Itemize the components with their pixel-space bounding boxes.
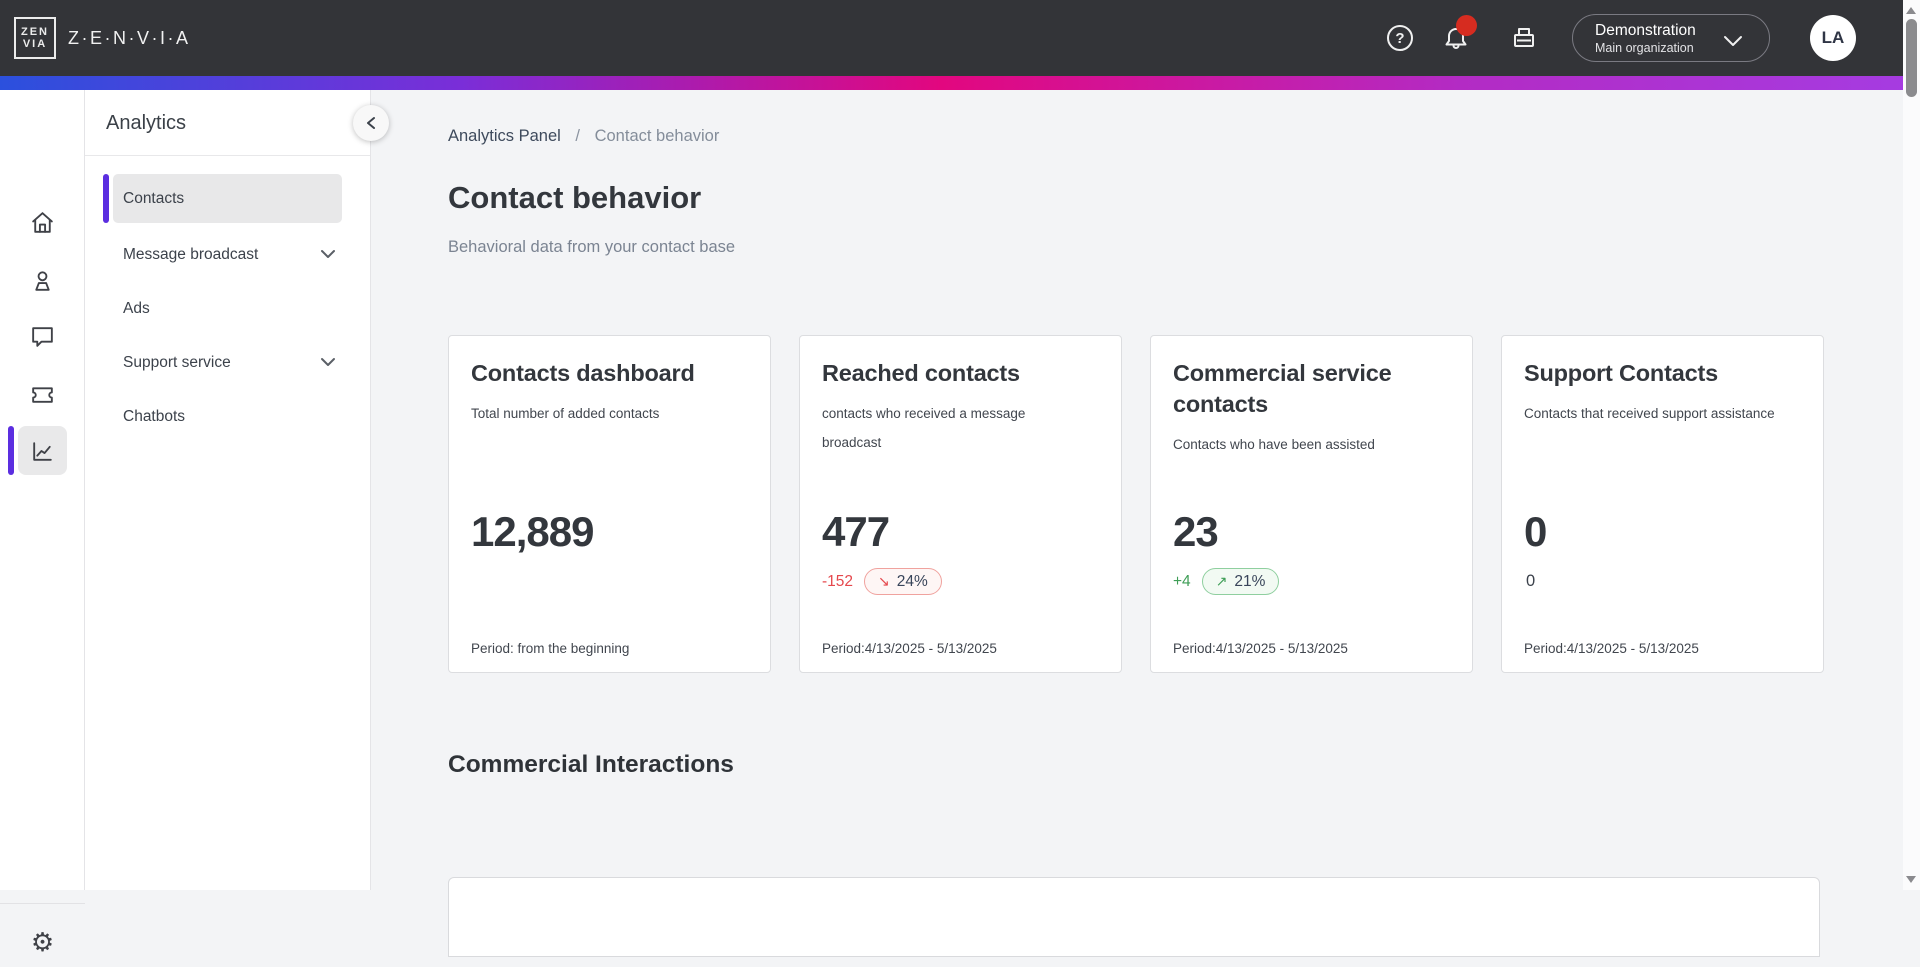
active-item-background: [113, 174, 342, 223]
stat-cards-row: Contacts dashboard Total number of added…: [448, 335, 1824, 673]
card-value: 477: [822, 508, 890, 555]
rail-item-contacts[interactable]: [0, 256, 85, 306]
page-title: Contact behavior: [448, 180, 702, 215]
sidebar-title: Analytics: [106, 112, 187, 134]
help-button[interactable]: ?: [1384, 22, 1416, 54]
sidebar-menu: Contacts Message broadcast Ads Support s…: [85, 174, 370, 444]
sidebar-item-label: Contacts: [123, 189, 185, 207]
chevron-left-icon: [367, 117, 375, 129]
ticket-icon: [32, 386, 53, 403]
print-button[interactable]: [1508, 22, 1540, 54]
sidebar-item-label: Chatbots: [123, 408, 186, 425]
home-icon: [32, 211, 53, 233]
card-period: Period:4/13/2025 - 5/13/2025: [1173, 641, 1348, 656]
card-commercial-service-contacts: Commercial service contacts Contacts who…: [1150, 335, 1473, 673]
rail-active-indicator: [8, 426, 14, 475]
sidebar-item-message-broadcast[interactable]: Message broadcast: [85, 228, 370, 282]
sidebar-item-support-service[interactable]: Support service: [85, 336, 370, 390]
card-period: Period: from the beginning: [471, 641, 630, 656]
trend-up-icon: ↗: [1215, 573, 1228, 589]
logo-bottom-text: VIA: [22, 38, 48, 50]
primary-icon-rail: ⚙: [0, 90, 85, 955]
card-subtitle: contacts who received a message broadcas…: [822, 406, 1026, 450]
chat-bubble-icon: [32, 326, 53, 347]
rail-item-analytics[interactable]: [0, 426, 85, 476]
sidebar-item-label: Ads: [123, 300, 150, 317]
chevron-down-icon: [1723, 34, 1743, 52]
section-title-commercial-interactions: Commercial Interactions: [448, 751, 734, 778]
scrollbar-thumb[interactable]: [1906, 19, 1917, 97]
card-period: Period:4/13/2025 - 5/13/2025: [1524, 641, 1699, 656]
sidebar-item-label: Message broadcast: [123, 246, 259, 263]
notification-dot: [1456, 15, 1477, 36]
main-content: Analytics Panel / Contact behavior Conta…: [372, 90, 1903, 957]
card-value: 12,889: [471, 508, 594, 555]
delta-value: +4: [1173, 572, 1191, 590]
active-item-indicator: [103, 174, 109, 223]
card-subtitle: Contacts that received support assistanc…: [1524, 406, 1775, 421]
breadcrumb: Analytics Panel / Contact behavior: [448, 127, 719, 146]
card-title: Support Contacts: [1524, 360, 1718, 386]
rail-item-tickets[interactable]: [0, 369, 85, 419]
rail-item-home[interactable]: [0, 197, 85, 247]
card-title: Contacts dashboard: [471, 360, 695, 386]
rail-item-conversations[interactable]: [0, 311, 85, 361]
organization-name: Demonstration: [1595, 21, 1696, 39]
trend-badge: ↘ 24%: [864, 568, 942, 595]
rail-divider: [0, 903, 85, 904]
organization-type: Main organization: [1595, 40, 1694, 55]
chevron-down-icon: [320, 246, 336, 264]
user-avatar[interactable]: LA: [1810, 15, 1856, 61]
analytics-sidebar: Analytics Contacts Message broadcast Ads…: [85, 90, 371, 890]
sidebar-collapse-button[interactable]: [353, 105, 389, 141]
card-reached-contacts: Reached contacts contacts who received a…: [799, 335, 1122, 673]
sidebar-item-chatbots[interactable]: Chatbots: [85, 390, 370, 444]
card-value: 23: [1173, 508, 1219, 555]
vertical-scrollbar[interactable]: [1903, 0, 1920, 890]
card-subtitle: Total number of added contacts: [471, 406, 660, 421]
card-value: 0: [1524, 508, 1547, 555]
help-icon: ?: [1387, 25, 1413, 51]
card-secondary-value: 0: [1526, 572, 1536, 590]
card-subtitle: Contacts who have been assisted: [1173, 437, 1375, 452]
trend-percent: 21%: [1234, 572, 1266, 590]
brand-gradient-bar: [0, 76, 1920, 90]
breadcrumb-analytics-panel[interactable]: Analytics Panel: [448, 127, 561, 145]
card-period: Period:4/13/2025 - 5/13/2025: [822, 641, 997, 656]
scrollbar-down-arrow[interactable]: [1905, 875, 1918, 885]
trend-down-icon: ↘: [878, 573, 890, 589]
logo-top-text: ZEN: [21, 26, 49, 38]
printer-icon: [1514, 28, 1534, 47]
delta-value: -152: [822, 572, 854, 590]
card-title: Commercial service contacts: [1173, 360, 1392, 417]
chevron-down-icon: [320, 354, 336, 372]
person-icon: [35, 270, 50, 291]
brand[interactable]: ZEN VIA Z·E·N·V·I·A: [14, 17, 190, 59]
card-support-contacts: Support Contacts Contacts that received …: [1501, 335, 1824, 673]
sidebar-divider: [85, 155, 370, 156]
breadcrumb-separator: /: [575, 127, 580, 145]
sidebar-item-ads[interactable]: Ads: [85, 282, 370, 336]
card-contacts-dashboard: Contacts dashboard Total number of added…: [448, 335, 771, 673]
commercial-interactions-panel: [448, 877, 1820, 957]
page-subtitle: Behavioral data from your contact base: [448, 238, 736, 256]
line-chart-icon: [33, 441, 52, 461]
settings-gear-icon: ⚙: [30, 927, 55, 957]
scrollbar-up-arrow[interactable]: [1905, 6, 1918, 16]
sidebar-item-label: Support service: [123, 354, 231, 371]
organization-switcher[interactable]: Demonstration Main organization: [1572, 14, 1770, 62]
topbar-actions: ? Demonstration Main organization LA: [1360, 0, 1920, 76]
topbar: ZEN VIA Z·E·N·V·I·A ? Demonstration Main…: [0, 0, 1920, 76]
trend-percent: 24%: [896, 572, 928, 590]
card-delta-row: +4 ↗ 21%: [1173, 568, 1280, 595]
zenvia-logo-icon: ZEN VIA: [14, 17, 56, 59]
card-delta-row: -152 ↘ 24%: [822, 568, 942, 595]
notifications-button[interactable]: [1440, 15, 1477, 54]
breadcrumb-current: Contact behavior: [594, 127, 720, 145]
brand-wordmark: Z·E·N·V·I·A: [68, 27, 191, 48]
rail-item-settings[interactable]: ⚙: [0, 917, 85, 967]
sidebar-item-contacts[interactable]: Contacts: [85, 174, 370, 223]
card-title: Reached contacts: [822, 360, 1020, 386]
trend-badge: ↗ 21%: [1201, 568, 1280, 595]
